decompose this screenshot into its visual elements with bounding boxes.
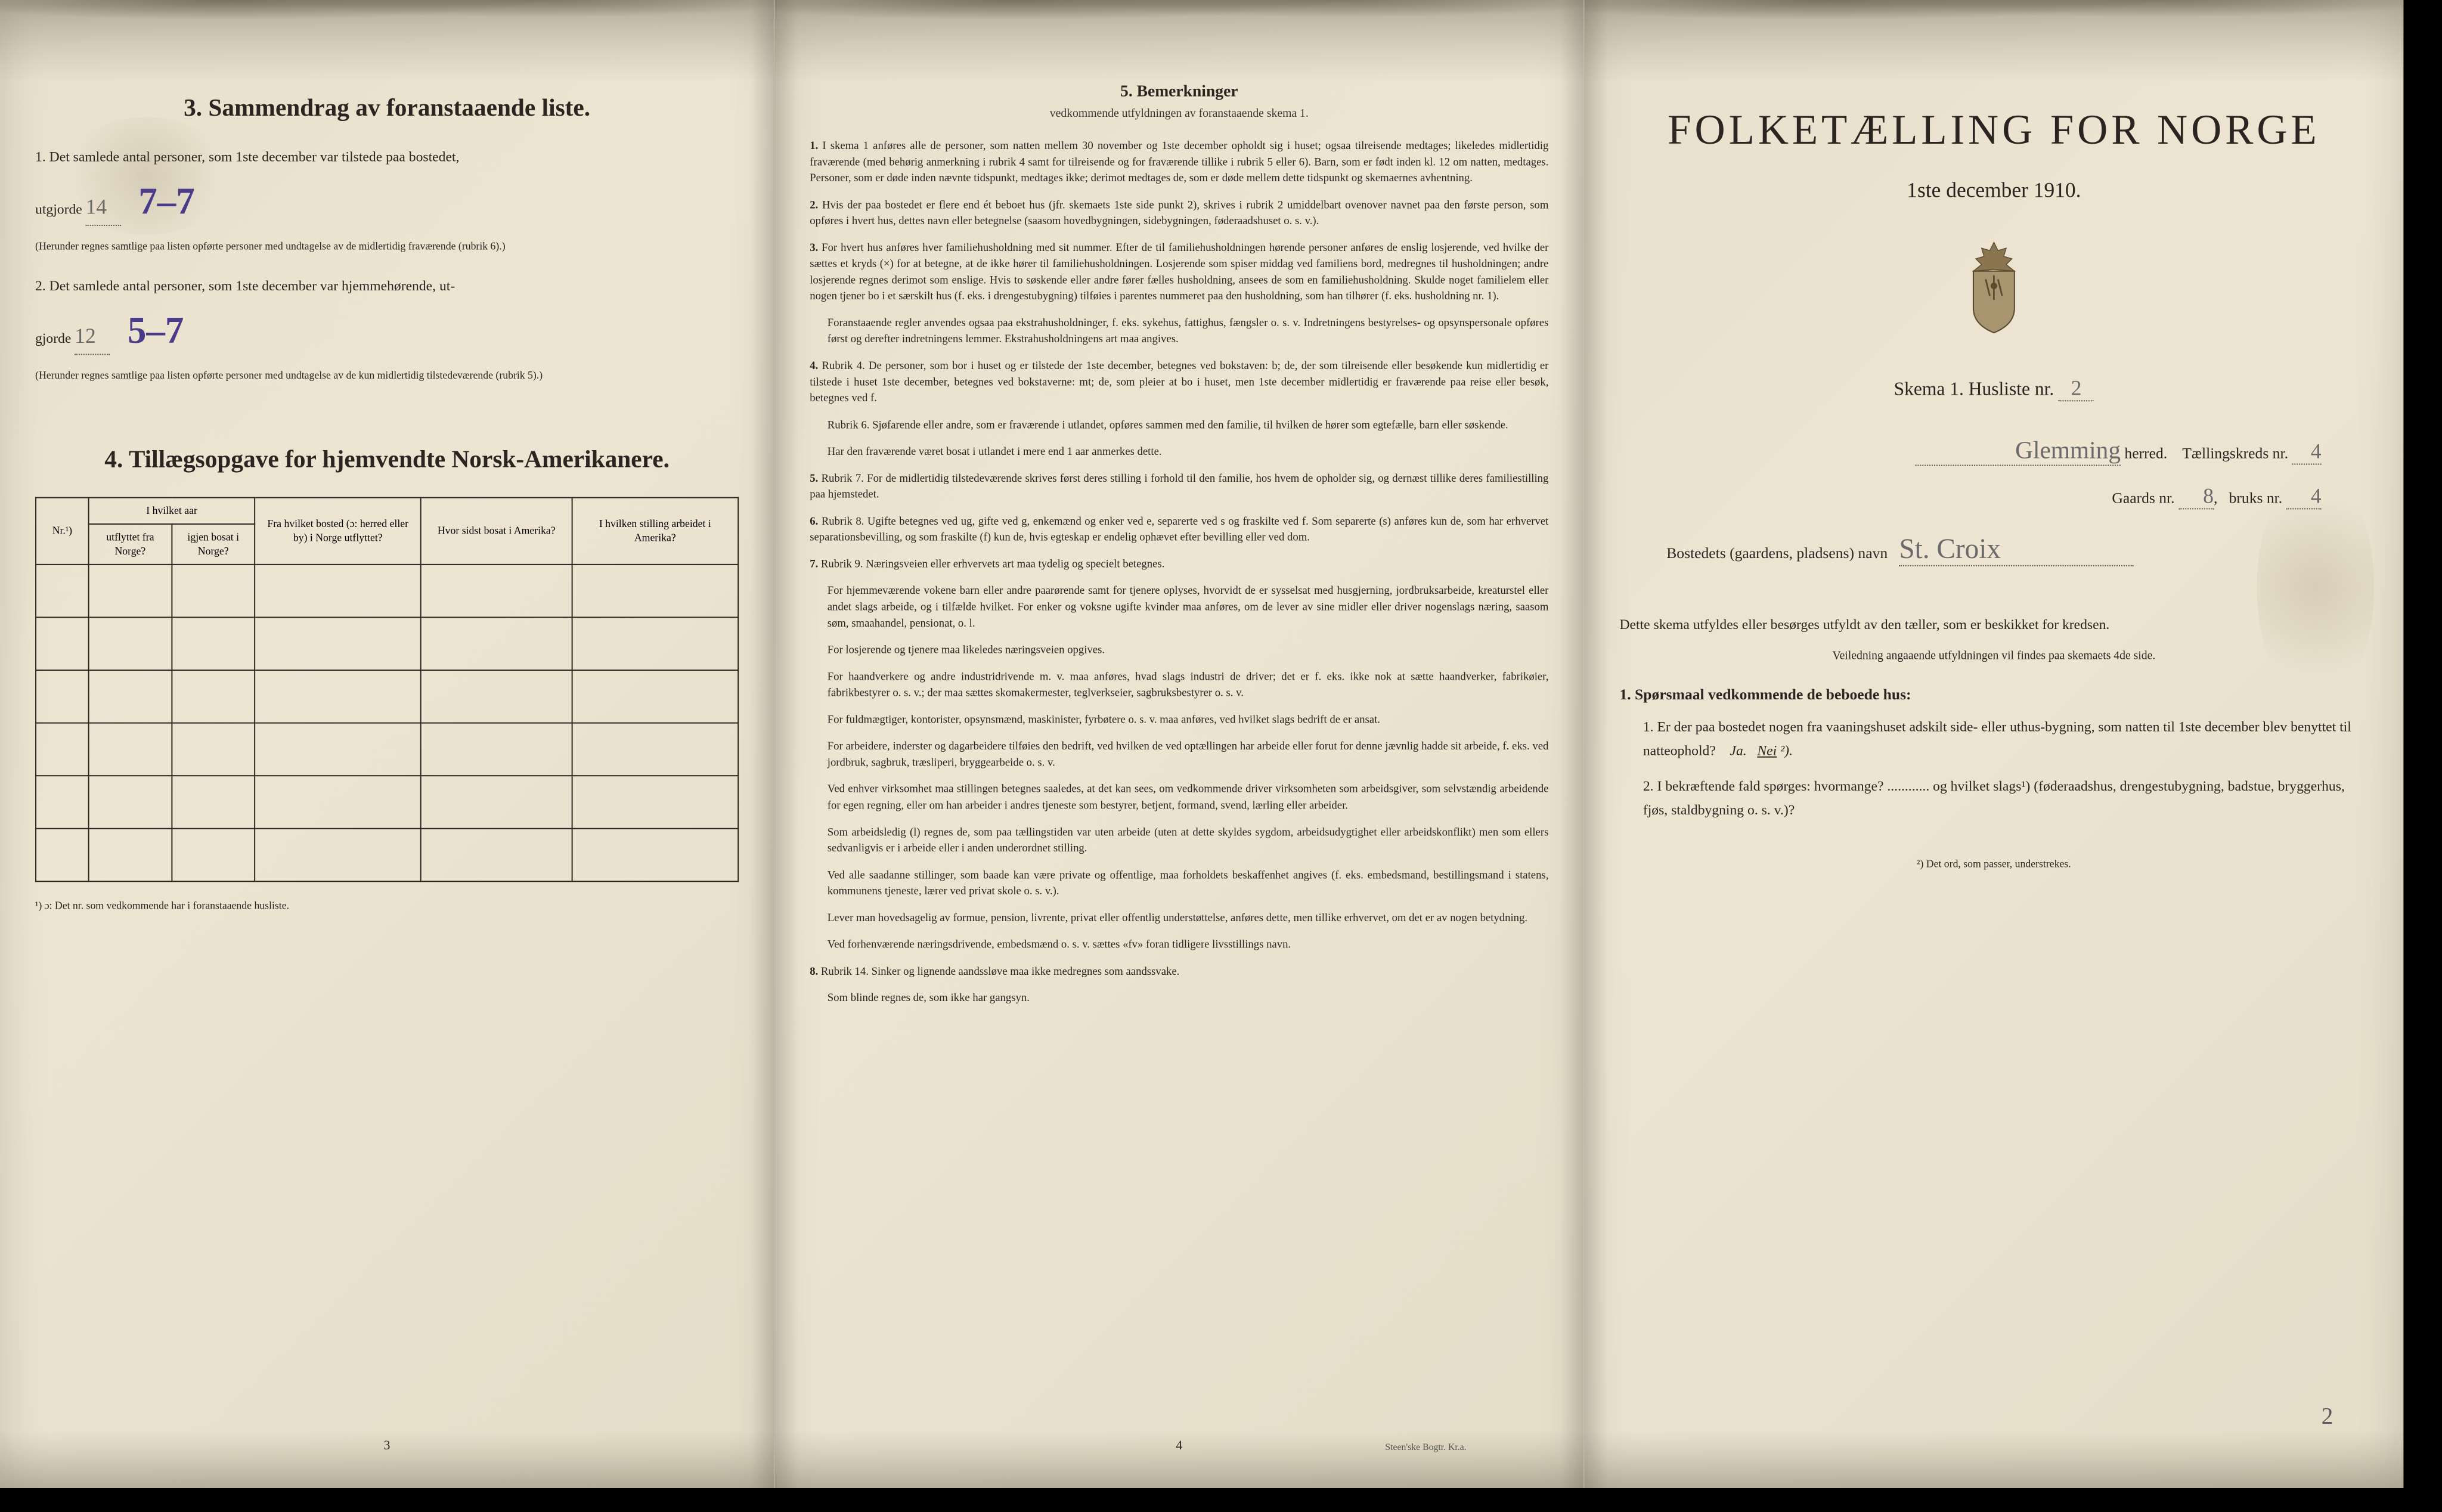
item2-corrected: 5–7 <box>128 299 184 362</box>
section4-footnote: ¹) ɔ: Det nr. som vedkommende har i fora… <box>35 900 739 912</box>
remark-sub: For hjemmeværende vokene barn eller andr… <box>810 583 1548 631</box>
tellingskreds-value: 4 <box>2311 439 2322 463</box>
section5-subtitle: vedkommende utfyldningen av foranstaaend… <box>810 107 1548 120</box>
bosted-line: Bostedets (gaardens, pladsens) navn St. … <box>1619 533 2368 566</box>
remark-item: 5. Rubrik 7. For de midlertidig tilstede… <box>810 470 1548 503</box>
emigrant-table: Nr.¹) I hvilket aar Fra hvilket bosted (… <box>35 497 739 882</box>
th-nr: Nr.¹) <box>36 497 89 564</box>
herred-line: Glemming herred. Tællingskreds nr. 4 <box>1619 436 2368 466</box>
remark-sub: Ved enhver virksomhet maa stillingen bet… <box>810 781 1548 813</box>
census-document: 3. Sammendrag av foranstaaende liste. 1.… <box>0 0 2403 1488</box>
page-left: 3. Sammendrag av foranstaaende liste. 1.… <box>0 0 774 1488</box>
remark-sub: Ved alle saadanne stillinger, som baade … <box>810 867 1548 899</box>
remark-item: 4. Rubrik 4. De personer, som bor i huse… <box>810 358 1548 406</box>
th-year: I hvilket aar <box>89 497 255 524</box>
page-middle: 5. Bemerkninger vedkommende utfyldningen… <box>774 0 1584 1488</box>
question2: 2. I bekræftende fald spørges: hvormange… <box>1619 775 2368 823</box>
instructions-subtitle: Veiledning angaaende utfyldningen vil fi… <box>1619 649 2368 662</box>
question-heading: 1. Spørsmaal vedkommende de beboede hus: <box>1619 686 2368 704</box>
national-crest <box>1619 238 2368 340</box>
item2-note: (Herunder regnes samtlige paa listen opf… <box>35 369 543 381</box>
question-section: 1. Spørsmaal vedkommende de beboede hus:… <box>1619 686 2368 823</box>
question1-answer: Ja. Nei ²). <box>1730 743 1792 759</box>
remarks-list: 1. I skema 1 anføres alle de personer, s… <box>810 138 1548 1006</box>
main-title: FOLKETÆLLING FOR NORGE <box>1619 106 2368 154</box>
table-row <box>36 565 738 618</box>
remark-sub: Rubrik 6. Sjøfarende eller andre, som er… <box>810 417 1548 433</box>
page-number-left: 3 <box>384 1437 391 1453</box>
th-where: Hvor sidst bosat i Amerika? <box>421 497 572 564</box>
remark-item: 7. Rubrik 9. Næringsveien eller erhverve… <box>810 556 1548 572</box>
th-occupation: I hvilken stilling arbeidet i Amerika? <box>572 497 738 564</box>
herred-value: Glemming <box>2015 436 2121 464</box>
item1-text-mid: utgjorde <box>35 202 82 217</box>
remark-sub: For arbeidere, inderster og dagarbeidere… <box>810 738 1548 770</box>
remark-sub: For haandverkere og andre industridriven… <box>810 669 1548 701</box>
instructions-text: Dette skema utfyldes eller besørges utfy… <box>1619 614 2368 637</box>
crest-icon <box>1953 238 2035 337</box>
remark-item: 6. Rubrik 8. Ugifte betegnes ved ug, gif… <box>810 513 1548 546</box>
table-row <box>36 670 738 723</box>
item2-text-mid: gjorde <box>35 331 71 346</box>
tellingskreds-label: Tællingskreds nr. <box>2182 445 2288 462</box>
gaards-line: Gaards nr. 8 , bruks nr. 4 <box>1619 484 2368 509</box>
bruks-value: 4 <box>2311 484 2322 508</box>
table-body <box>36 565 738 881</box>
table-row <box>36 776 738 829</box>
table-row <box>36 617 738 670</box>
page-marker: 2 <box>2322 1402 2333 1429</box>
remark-sub: Foranstaaende regler anvendes ogsaa paa … <box>810 315 1548 347</box>
remark-sub: Har den fraværende været bosat i utlande… <box>810 444 1548 460</box>
th-emigrated: utflyttet fra Norge? <box>89 524 172 565</box>
table-row <box>36 829 738 882</box>
item1-text-start: 1. Det samlede antal personer, som 1ste … <box>35 150 459 165</box>
footnote-right: ²) Det ord, som passer, understrekes. <box>1619 858 2368 870</box>
section4-title: 4. Tillægsopgave for hjemvendte Norsk-Am… <box>35 445 739 473</box>
printer-note: Steen'ske Bogtr. Kr.a. <box>1385 1442 1466 1453</box>
bosted-label: Bostedets (gaardens, pladsens) navn <box>1666 544 1888 562</box>
section3-item1: 1. Det samlede antal personer, som 1ste … <box>35 145 739 257</box>
page-number-middle: 4 <box>1176 1437 1182 1453</box>
remark-item: 8. Rubrik 14. Sinker og lignende aandssl… <box>810 963 1548 980</box>
remark-item: 1. I skema 1 anføres alle de personer, s… <box>810 138 1548 186</box>
item2-original: 12 <box>75 318 95 354</box>
item1-corrected: 7–7 <box>138 169 194 233</box>
th-returned: igjen bosat i Norge? <box>172 524 255 565</box>
remark-item: 2. Hvis der paa bostedet er flere end ét… <box>810 197 1548 229</box>
remark-sub: Ved forhenværende næringsdrivende, embed… <box>810 937 1548 953</box>
remark-sub: Som blinde regnes de, som ikke har gangs… <box>810 990 1548 1006</box>
section3-title: 3. Sammendrag av foranstaaende liste. <box>35 94 739 122</box>
section3-item2: 2. Det samlede antal personer, som 1ste … <box>35 275 739 386</box>
skema-line: Skema 1. Husliste nr. 2 <box>1619 376 2368 401</box>
remark-sub: Lever man hovedsagelig av formue, pensio… <box>810 910 1548 926</box>
bosted-value: St. Croix <box>1899 533 2001 565</box>
question1: 1. Er der paa bostedet nogen fra vaaning… <box>1619 715 2368 763</box>
page-right: FOLKETÆLLING FOR NORGE 1ste december 191… <box>1584 0 2403 1488</box>
item1-note: (Herunder regnes samtlige paa listen opf… <box>35 240 506 252</box>
skema-nr: 2 <box>2071 376 2082 400</box>
gaards-value: 8 <box>2203 484 2214 508</box>
section5-title: 5. Bemerkninger <box>810 82 1548 101</box>
th-from: Fra hvilket bosted (ɔ: herred eller by) … <box>255 497 421 564</box>
gaards-label: Gaards nr. <box>2112 489 2174 507</box>
remark-item: 3. For hvert hus anføres hver familiehus… <box>810 240 1548 304</box>
herred-label: herred. <box>2124 445 2167 462</box>
skema-label: Skema 1. Husliste nr. <box>1894 378 2054 399</box>
table-row <box>36 723 738 776</box>
census-date: 1ste december 1910. <box>1619 178 2368 202</box>
remark-sub: For losjerende og tjenere maa likeledes … <box>810 642 1548 658</box>
remark-sub: For fuldmægtiger, kontorister, opsynsmæn… <box>810 712 1548 728</box>
bruks-label: bruks nr. <box>2229 489 2283 507</box>
item2-text-start: 2. Det samlede antal personer, som 1ste … <box>35 279 455 295</box>
remark-sub: Som arbeidsledig (l) regnes de, som paa … <box>810 824 1548 856</box>
item1-original: 14 <box>86 189 107 225</box>
